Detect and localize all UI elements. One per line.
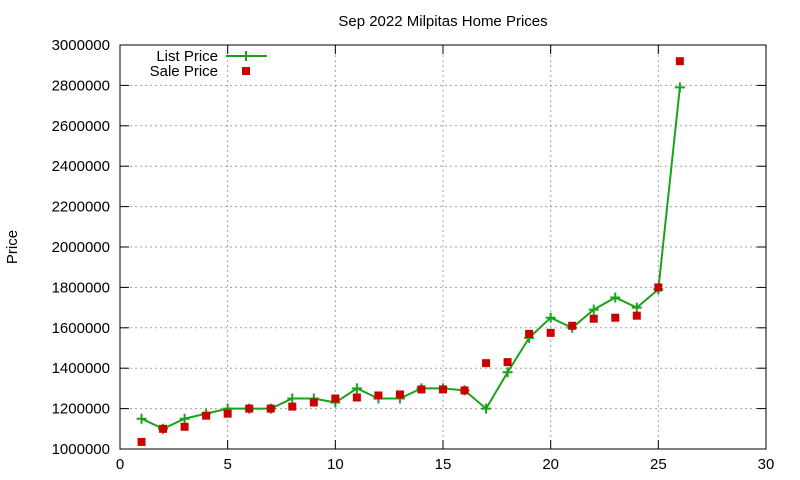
x-tick-label: 15: [435, 456, 452, 473]
y-tick-label: 1200000: [52, 401, 110, 418]
y-tick-label: 1600000: [52, 320, 110, 337]
y-tick-label: 2800000: [52, 77, 110, 94]
chart-title: Sep 2022 Milpitas Home Prices: [338, 13, 547, 30]
y-tick-label: 2400000: [52, 158, 110, 175]
sale-price-point: [654, 283, 663, 292]
sale-price-point: [202, 411, 211, 420]
list-price-point: [351, 383, 362, 394]
sale-price-point: [266, 404, 275, 413]
sale-price-point: [352, 393, 361, 402]
sale-price-point: [546, 328, 555, 337]
list-price-point: [545, 312, 556, 323]
sale-price-point: [439, 385, 447, 394]
x-tick-labels: 0 5 10 15 20 25 30: [116, 456, 775, 473]
legend-marker-sale-price: [242, 67, 250, 75]
sale-price-point: [611, 313, 620, 322]
x-tick-label: 5: [223, 456, 231, 473]
y-axis-label: Price: [4, 230, 21, 264]
sale-price-point: [395, 390, 404, 399]
series-line-list-price: [141, 87, 681, 430]
legend-label-list-price: List Price: [156, 48, 218, 65]
sale-price-point: [374, 391, 383, 400]
sale-price-point: [288, 402, 297, 411]
sale-price-point: [417, 385, 426, 394]
x-tick-label: 10: [327, 456, 344, 473]
legend: List Price Sale Price: [150, 48, 267, 80]
list-price-point: [631, 302, 642, 313]
list-price-point: [481, 403, 492, 414]
sale-price-point: [632, 311, 641, 320]
sale-price-point: [589, 314, 598, 323]
x-tick-label: 30: [758, 456, 775, 473]
x-tick-label: 0: [116, 456, 124, 473]
list-price-point: [588, 304, 599, 315]
list-price-point: [179, 413, 190, 424]
sale-price-point: [245, 404, 254, 413]
y-tick-label: 1000000: [52, 441, 110, 458]
y-tick-label: 2200000: [52, 199, 110, 216]
grid-lines: [120, 45, 766, 449]
list-price-point: [610, 292, 621, 303]
y-tick-label: 2000000: [52, 239, 110, 256]
sale-price-point: [503, 358, 512, 367]
y-tick-label: 2600000: [52, 118, 110, 135]
axis-ticks: [119, 44, 767, 450]
x-tick-label: 20: [542, 456, 559, 473]
sale-price-point: [180, 422, 189, 431]
sale-price-point: [525, 329, 534, 338]
list-price-point: [287, 393, 298, 404]
sale-price-point: [137, 437, 146, 446]
list-price-point: [674, 82, 685, 93]
sale-price-point: [159, 424, 168, 433]
y-tick-label: 1400000: [52, 360, 110, 377]
legend-label-sale-price: Sale Price: [150, 63, 218, 80]
sale-price-point: [568, 321, 577, 330]
y-tick-label: 3000000: [52, 37, 110, 54]
list-price-point: [502, 367, 513, 378]
sale-price-point: [331, 394, 340, 403]
series-layer: [136, 57, 685, 446]
sale-price-point: [460, 386, 469, 395]
y-tick-labels: 1000000 1200000 1400000 1600000 1800000 20000…: [52, 37, 110, 458]
legend-marker-list-price: [241, 51, 251, 61]
x-tick-label: 25: [650, 456, 667, 473]
sale-price-point: [309, 398, 318, 407]
sale-price-point: [675, 57, 684, 66]
sale-price-point: [223, 409, 232, 418]
sale-price-point: [482, 359, 491, 368]
list-price-point: [136, 413, 147, 424]
y-tick-label: 1800000: [52, 279, 110, 296]
